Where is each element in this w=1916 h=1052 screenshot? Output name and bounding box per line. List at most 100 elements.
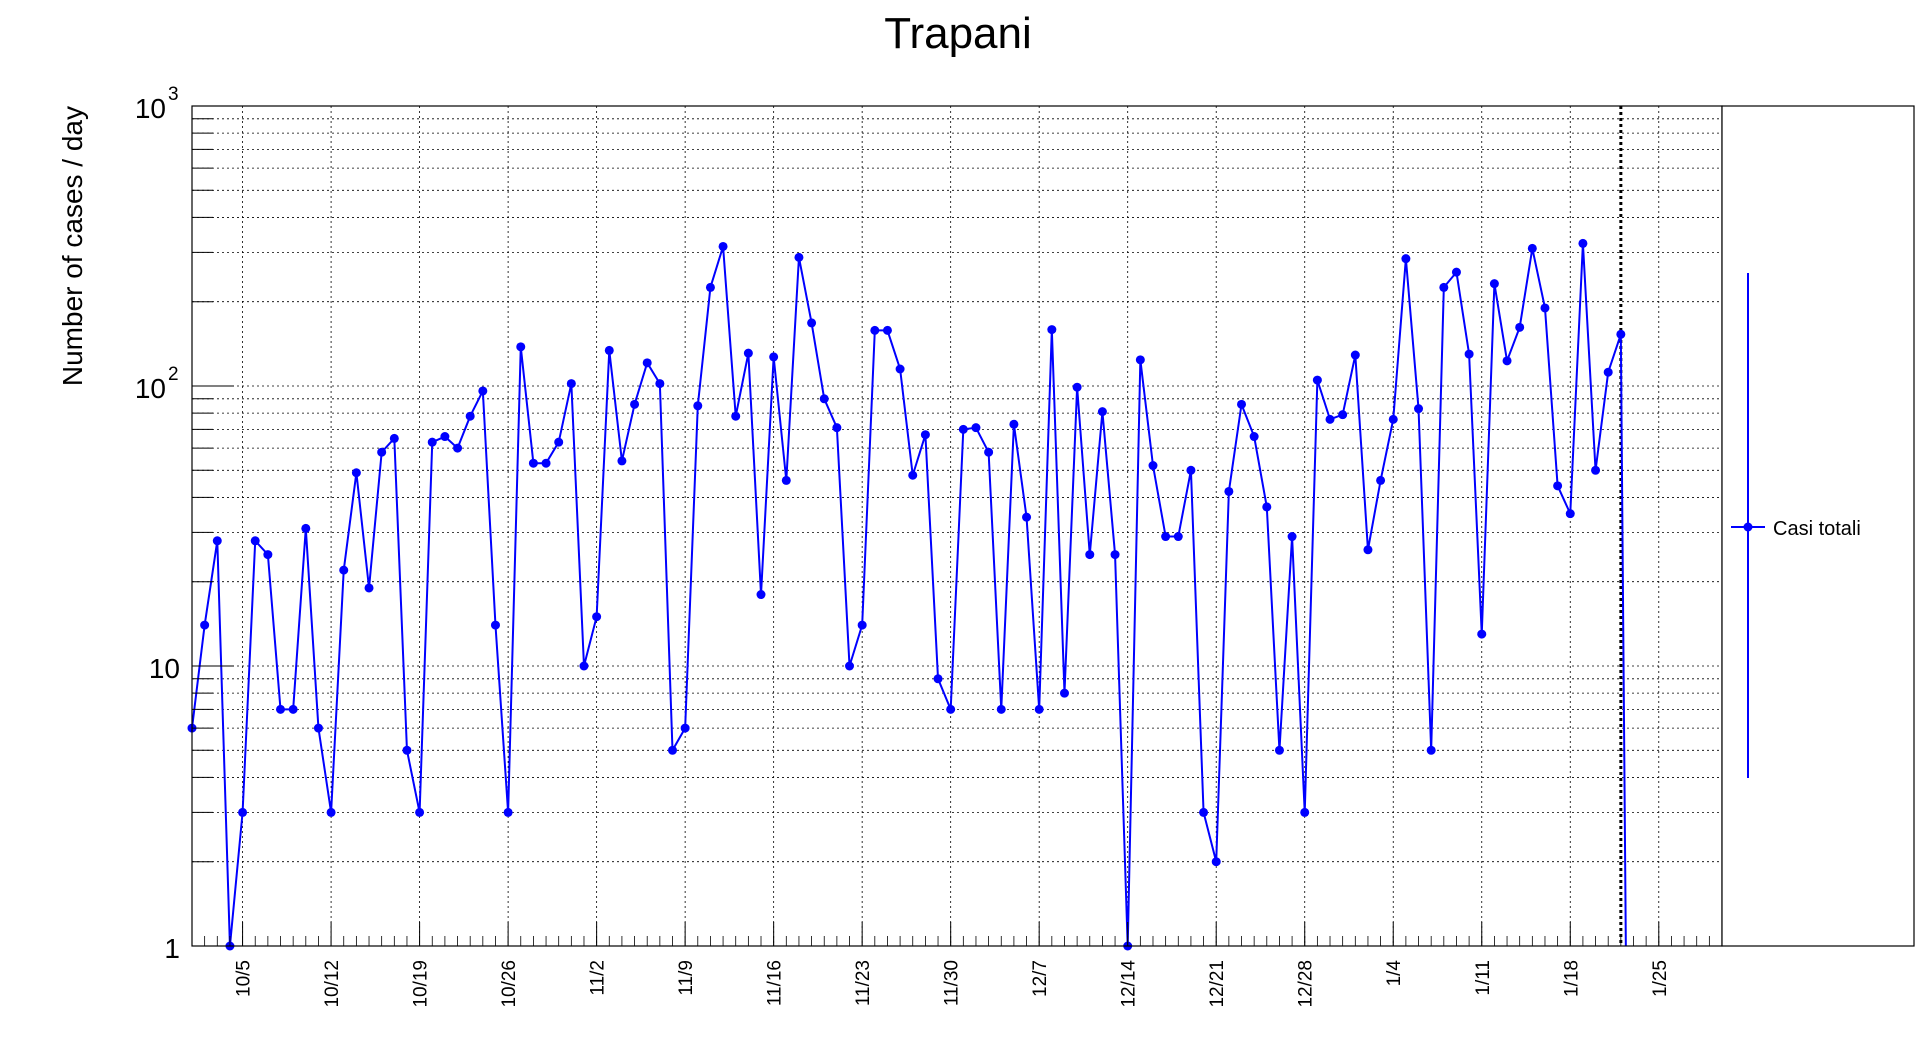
data-point — [1439, 282, 1449, 292]
data-point — [1034, 704, 1044, 714]
y-tick-label: 10 — [135, 373, 166, 404]
data-point — [857, 620, 867, 630]
data-point — [1527, 243, 1537, 253]
data-point — [1350, 350, 1360, 360]
data-point — [1553, 481, 1563, 491]
data-point — [718, 241, 728, 251]
data-point — [1249, 432, 1259, 442]
data-point — [402, 745, 412, 755]
data-point — [1401, 254, 1411, 264]
data-point — [1502, 356, 1512, 366]
data-point — [1287, 532, 1297, 542]
data-point — [1211, 857, 1221, 867]
x-tick-label: 11/23 — [853, 960, 874, 1006]
data-point — [200, 620, 210, 630]
data-point — [490, 620, 500, 630]
data-point — [440, 432, 450, 442]
data-point — [819, 394, 829, 404]
data-point — [528, 458, 538, 468]
data-point — [731, 411, 741, 421]
y-tick-label: 10 — [135, 93, 166, 124]
data-point — [1578, 238, 1588, 248]
data-point — [478, 386, 488, 396]
data-point — [1540, 303, 1550, 313]
data-point — [1464, 349, 1474, 359]
y-axis-label: Number of cases / day — [57, 106, 88, 386]
data-point — [996, 704, 1006, 714]
x-tick-label: 11/16 — [765, 960, 786, 1006]
data-point — [1591, 465, 1601, 475]
data-point — [958, 424, 968, 434]
data-point — [604, 345, 614, 355]
data-point — [1451, 267, 1461, 277]
x-tick-label: 11/9 — [676, 960, 697, 996]
data-point — [1161, 532, 1171, 542]
data-point — [920, 430, 930, 440]
data-point — [1363, 545, 1373, 555]
series-layer — [187, 238, 1627, 951]
axes: 10/5 10/12 10/19 10/26 11/2 11/9 11/16 11/23 11/… — [135, 84, 1710, 1008]
data-point — [427, 437, 437, 447]
data-point — [554, 437, 564, 447]
data-point — [263, 550, 273, 560]
data-point — [1388, 414, 1398, 424]
data-point — [769, 352, 779, 362]
data-point — [579, 661, 589, 671]
data-point — [667, 745, 677, 755]
data-point — [1059, 688, 1069, 698]
data-point — [1338, 410, 1348, 420]
data-point — [541, 458, 551, 468]
data-point — [1274, 745, 1284, 755]
data-point — [1414, 404, 1424, 414]
chart-title: Trapani — [884, 9, 1032, 58]
data-point — [1426, 745, 1436, 755]
data-point — [971, 423, 981, 433]
data-point — [238, 807, 248, 817]
data-point — [503, 807, 513, 817]
data-point — [1603, 367, 1613, 377]
data-point — [212, 536, 222, 546]
data-point — [1616, 329, 1626, 339]
data-point — [1009, 419, 1019, 429]
data-point — [1173, 532, 1183, 542]
data-point — [453, 443, 463, 453]
data-point — [1515, 322, 1525, 332]
data-point — [276, 704, 286, 714]
data-point — [946, 704, 956, 714]
data-point — [516, 342, 526, 352]
data-point — [680, 723, 690, 733]
data-point — [415, 807, 425, 817]
data-point — [339, 565, 349, 575]
data-point — [1148, 461, 1158, 471]
legend-marker — [1743, 522, 1753, 532]
data-point — [364, 583, 374, 593]
data-point — [984, 447, 994, 457]
data-point — [592, 612, 602, 622]
data-point — [301, 523, 311, 533]
data-point — [1477, 629, 1487, 639]
data-point — [1186, 465, 1196, 475]
x-tick-label: 1/4 — [1384, 960, 1405, 987]
data-point — [630, 399, 640, 409]
data-point — [781, 475, 791, 485]
x-tick-label: 10/26 — [499, 960, 520, 1008]
x-tick-label: 1/11 — [1473, 960, 1494, 996]
data-point — [250, 536, 260, 546]
data-point — [465, 411, 475, 421]
data-point — [1097, 407, 1107, 417]
x-tick-label: 11/2 — [588, 960, 609, 996]
data-point — [351, 468, 361, 478]
data-point — [617, 456, 627, 466]
data-point — [389, 433, 399, 443]
x-tick-label: 12/21 — [1207, 960, 1228, 1008]
x-tick-label: 1/18 — [1561, 960, 1582, 997]
data-point — [377, 447, 387, 457]
legend: Casi totali — [1721, 105, 1915, 947]
data-point — [1300, 807, 1310, 817]
data-point — [1085, 550, 1095, 560]
x-tick-label: 10/12 — [322, 960, 343, 1008]
data-point — [908, 470, 918, 480]
data-point — [326, 807, 336, 817]
data-point — [1047, 325, 1057, 335]
y-tick-label: 10 — [149, 653, 180, 684]
